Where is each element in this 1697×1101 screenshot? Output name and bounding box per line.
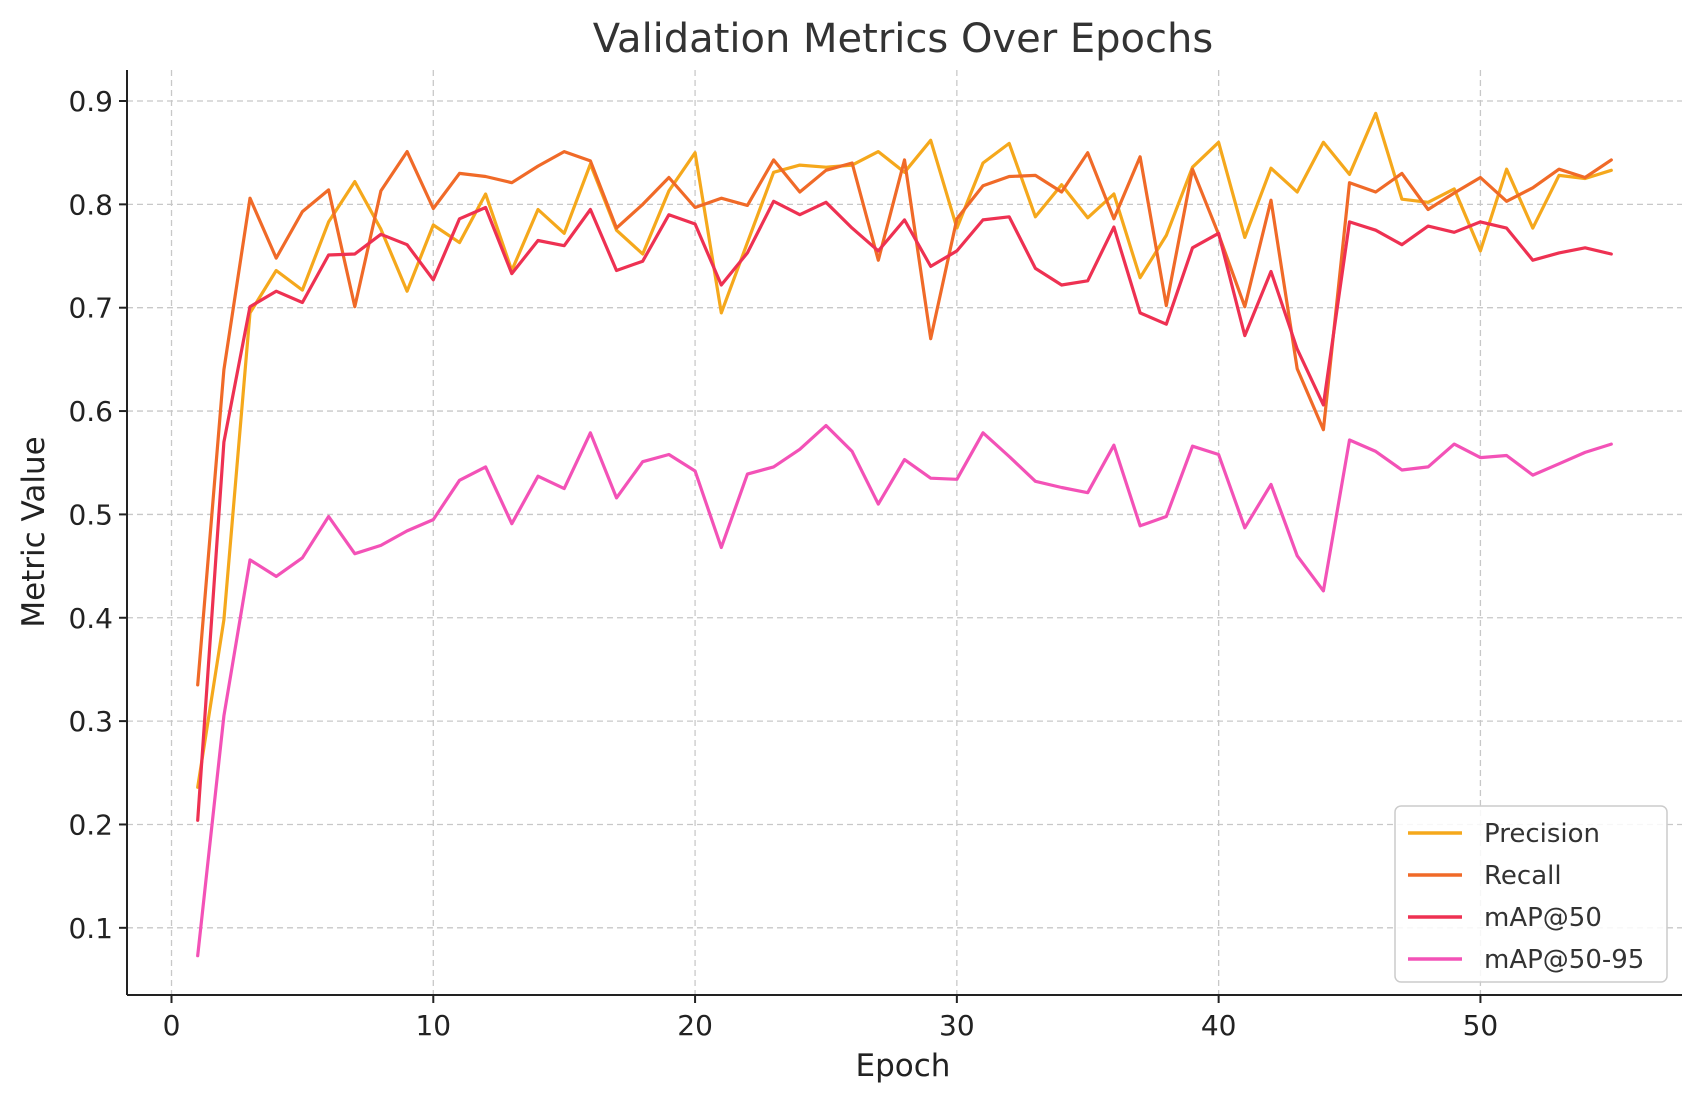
x-tick-label: 0: [163, 1009, 181, 1042]
x-tick-label: 30: [939, 1009, 975, 1042]
y-tick-label: 0.9: [68, 85, 113, 118]
legend-label-map-50-95: mAP@50-95: [1484, 945, 1644, 975]
legend-box: [1394, 805, 1668, 983]
legend-label-recall: Recall: [1484, 861, 1562, 891]
series-line-map-50-95: [196, 423, 1613, 958]
y-tick-label: 0.5: [68, 498, 113, 531]
y-tick-label: 0.1: [68, 912, 113, 945]
legend-label-map-50: mAP@50: [1484, 903, 1602, 933]
y-tick-label: 0.3: [68, 705, 113, 738]
series-lines: [196, 111, 1613, 958]
x-tick-label: 10: [415, 1009, 451, 1042]
x-tick-label: 40: [1201, 1009, 1237, 1042]
x-tick-label: 50: [1463, 1009, 1499, 1042]
legend-label-precision: Precision: [1484, 819, 1600, 849]
legend: Precision Recall mAP@50 mAP@50-95: [1394, 805, 1668, 983]
x-tick-label: 20: [677, 1009, 713, 1042]
series-line-recall: [196, 150, 1613, 687]
y-tick-label: 0.2: [68, 808, 113, 841]
y-axis-label: Metric Value: [16, 436, 52, 627]
x-ticks: 0 10 20 30 40 50: [163, 995, 1499, 1042]
y-tick-label: 0.4: [68, 602, 113, 635]
chart-title: Validation Metrics Over Epochs: [593, 16, 1213, 62]
y-tick-label: 0.6: [68, 395, 113, 428]
x-axis-label: Epoch: [856, 1048, 951, 1084]
series-line-map-50: [196, 199, 1613, 822]
y-ticks: 0.1 0.2 0.3 0.4 0.5 0.6 0.7 0.8 0.9: [68, 85, 127, 945]
y-tick-label: 0.8: [68, 188, 113, 221]
series-line-precision: [196, 111, 1613, 789]
y-tick-label: 0.7: [68, 292, 113, 325]
axes: [126, 70, 1682, 996]
